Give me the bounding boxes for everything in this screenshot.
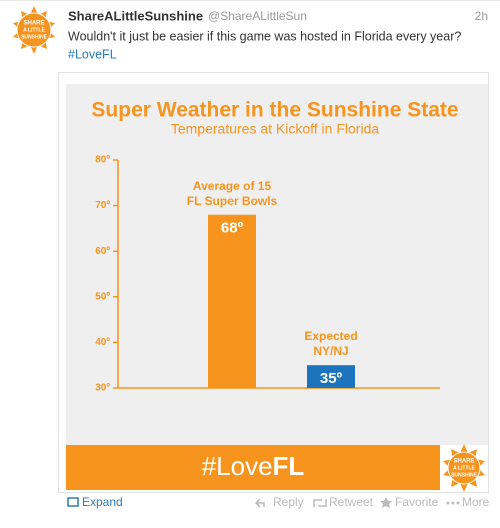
y-tick-label: 70º — [95, 200, 110, 211]
retweet-icon[interactable] — [313, 499, 327, 507]
expand-icon[interactable] — [67, 497, 79, 507]
bar — [208, 214, 256, 388]
tweet-text: Wouldn't it just be easier if this game … — [68, 29, 461, 43]
expand-link[interactable]: Expand — [82, 495, 123, 509]
chart-panel — [66, 84, 488, 445]
chart-title: Super Weather in the Sunshine State — [91, 99, 458, 122]
chart-subtitle: Temperatures at Kickoff in Florida — [171, 121, 379, 137]
logo-text: SHARE — [453, 459, 474, 465]
y-tick-label: 30º — [95, 383, 110, 394]
avatar[interactable]: SHARE A LITTLE SUNSHINE — [13, 6, 55, 54]
logo-text: A LITTLE — [453, 465, 475, 471]
banner-logo: SHARE A LITTLE SUNSHINE — [443, 444, 485, 492]
logo-text: SUNSHINE — [21, 34, 48, 40]
y-tick-label: 60º — [95, 246, 110, 257]
more-icon[interactable] — [446, 501, 460, 505]
value-label: 35º — [320, 370, 343, 387]
timestamp[interactable]: 2h — [475, 9, 488, 23]
banner — [66, 445, 440, 490]
banner-light: #Love — [202, 451, 273, 481]
y-tick-label: 50º — [95, 291, 110, 302]
category-label: Expected NY/NJ — [304, 329, 358, 359]
logo-text: SHARE — [23, 21, 44, 27]
user-handle[interactable]: @ShareALittleSun — [208, 9, 307, 23]
bar — [307, 365, 355, 388]
y-tick-label: 40º — [95, 337, 110, 348]
value-label: 68º — [221, 220, 244, 237]
category-label: Average of 15 FL Super Bowls — [186, 178, 278, 208]
user-name[interactable]: ShareALittleSunshine — [68, 8, 203, 23]
reply-icon[interactable] — [254, 498, 265, 508]
favorite-icon[interactable] — [380, 497, 392, 508]
banner-bold: FL — [273, 451, 305, 481]
banner-text: #LoveFL — [202, 451, 305, 481]
hashtag[interactable]: #LoveFL — [68, 47, 117, 61]
retweet-action[interactable]: Retweet — [329, 495, 374, 509]
logo-text: A LITTLE — [23, 27, 45, 33]
reply-action[interactable]: Reply — [273, 495, 304, 509]
logo-text: SUNSHINE — [451, 472, 478, 478]
more-action[interactable]: More — [462, 495, 490, 509]
y-tick-label: 80º — [95, 155, 110, 166]
favorite-action[interactable]: Favorite — [395, 495, 439, 509]
